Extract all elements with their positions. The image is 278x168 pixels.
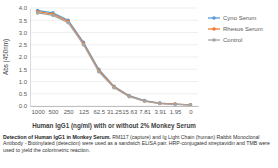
x-tick-label: 7.81 bbox=[139, 109, 151, 115]
grid-line bbox=[30, 81, 198, 82]
data-point bbox=[189, 103, 193, 106]
data-point bbox=[82, 43, 86, 47]
legend-label: Cyno Serum bbox=[223, 15, 256, 21]
x-tick: 1000 bbox=[31, 106, 45, 115]
y-tick-label: 2.0 bbox=[19, 54, 28, 60]
x-tick: 250 bbox=[64, 106, 75, 115]
x-tick: 1.95 bbox=[170, 106, 182, 115]
y-axis: 0.0 0.5 1.0 1.5 2.0 2.5 3.0 3.5 4.0 bbox=[19, 5, 31, 109]
legend: Cyno Serum Rhesus Serum Control bbox=[208, 15, 263, 43]
x-tick-label: 31.25 bbox=[107, 109, 123, 115]
x-tick: 31.25 bbox=[107, 106, 123, 115]
data-point bbox=[143, 99, 147, 103]
x-tick: 0 bbox=[189, 106, 193, 115]
y-tick: 2.5 bbox=[19, 42, 30, 48]
x-axis-title: Human IgG1 (ng/ml) with or without 2% Mo… bbox=[32, 122, 196, 130]
legend-label: Rhesus Serum bbox=[223, 26, 263, 32]
x-tick: 15.63 bbox=[122, 106, 138, 115]
data-point bbox=[127, 95, 131, 99]
y-axis-title: Abs (450nm) bbox=[2, 39, 10, 75]
legend-item: Rhesus Serum bbox=[208, 26, 263, 32]
series-line bbox=[38, 13, 191, 105]
chart: 0.0 0.5 1.0 1.5 2.0 2.5 3.0 3.5 4.0 1000500 250 125… bbox=[0, 0, 278, 133]
data-point bbox=[112, 86, 116, 90]
y-tick: 0.5 bbox=[19, 91, 30, 97]
series-line bbox=[38, 10, 191, 104]
legend-item: Control bbox=[208, 37, 242, 43]
data-point bbox=[158, 102, 162, 106]
data-point bbox=[97, 70, 101, 74]
data-point bbox=[51, 14, 55, 18]
grid-line bbox=[30, 8, 198, 9]
x-tick-label: 62.5 bbox=[93, 109, 105, 115]
plot: 0.0 0.5 1.0 1.5 2.0 2.5 3.0 3.5 4.0 1000500 250 125… bbox=[19, 5, 199, 115]
y-tick-label: 3.5 bbox=[19, 18, 28, 24]
y-tick-label: 1.0 bbox=[19, 79, 28, 85]
spacer bbox=[111, 134, 112, 140]
data-point bbox=[66, 21, 70, 25]
x-tick-label: 500 bbox=[48, 109, 59, 115]
x-tick-label: 0 bbox=[189, 109, 193, 115]
y-tick: 1.5 bbox=[19, 67, 30, 73]
y-tick-label: 2.5 bbox=[19, 42, 28, 48]
x-tick-label: 250 bbox=[64, 109, 75, 115]
grid-line bbox=[30, 93, 198, 94]
legend-marker bbox=[212, 16, 216, 20]
x-tick-label: 3.91 bbox=[154, 109, 166, 115]
data-point bbox=[173, 102, 177, 106]
data-point bbox=[158, 101, 162, 105]
x-axis-line bbox=[31, 106, 199, 107]
y-tick: 1.0 bbox=[19, 79, 30, 85]
y-tick: 0.0 bbox=[19, 103, 30, 109]
y-tick: 3.5 bbox=[19, 18, 30, 24]
series-line bbox=[38, 12, 191, 105]
y-tick-label: 4.0 bbox=[19, 5, 28, 11]
y-tick-label: 0.0 bbox=[19, 103, 28, 109]
grid bbox=[30, 8, 198, 106]
x-axis: 1000500 250 12562.531.2515.637.813.91 1.95 0 bbox=[31, 106, 199, 115]
x-tick: 125 bbox=[79, 106, 90, 115]
y-tick-label: 3.0 bbox=[19, 30, 28, 36]
x-tick-label: 15.63 bbox=[122, 109, 138, 115]
x-tick-label: 125 bbox=[79, 109, 90, 115]
legend-item: Cyno Serum bbox=[208, 15, 256, 21]
data-point bbox=[189, 103, 193, 106]
y-tick-label: 1.5 bbox=[19, 67, 28, 73]
grid-line bbox=[30, 57, 198, 58]
caption: Detection of Human IgG1 in Monkey Serum.… bbox=[3, 134, 275, 153]
grid-line bbox=[30, 69, 198, 70]
x-tick-label: 1.95 bbox=[170, 109, 182, 115]
y-tick: 3.0 bbox=[19, 30, 30, 36]
x-tick: 3.91 bbox=[154, 106, 166, 115]
y-tick-label: 0.5 bbox=[19, 91, 28, 97]
data-point bbox=[173, 102, 177, 106]
grid-line bbox=[30, 44, 198, 45]
x-tick: 500 bbox=[48, 106, 59, 115]
y-tick: 4.0 bbox=[19, 5, 30, 11]
legend-marker bbox=[212, 38, 216, 42]
x-tick: 7.81 bbox=[139, 106, 151, 115]
x-tick-label: 1000 bbox=[31, 109, 45, 115]
caption-title: Detection of Human IgG1 in Monkey Serum. bbox=[3, 134, 111, 140]
legend-label: Control bbox=[223, 37, 242, 43]
data-point bbox=[173, 102, 177, 106]
data-point bbox=[143, 99, 147, 103]
data-point bbox=[36, 11, 40, 15]
data-point bbox=[143, 99, 147, 103]
legend-marker bbox=[212, 27, 216, 31]
data-point bbox=[189, 103, 193, 106]
x-tick: 62.5 bbox=[93, 106, 105, 115]
y-axis-line bbox=[30, 9, 31, 107]
data-point bbox=[158, 102, 162, 106]
data-point bbox=[127, 94, 131, 98]
y-tick: 2.0 bbox=[19, 54, 30, 60]
grid-line bbox=[30, 106, 198, 107]
series-group bbox=[36, 9, 192, 106]
data-point bbox=[127, 94, 131, 98]
grid-line bbox=[30, 20, 198, 21]
grid-line bbox=[30, 32, 198, 33]
